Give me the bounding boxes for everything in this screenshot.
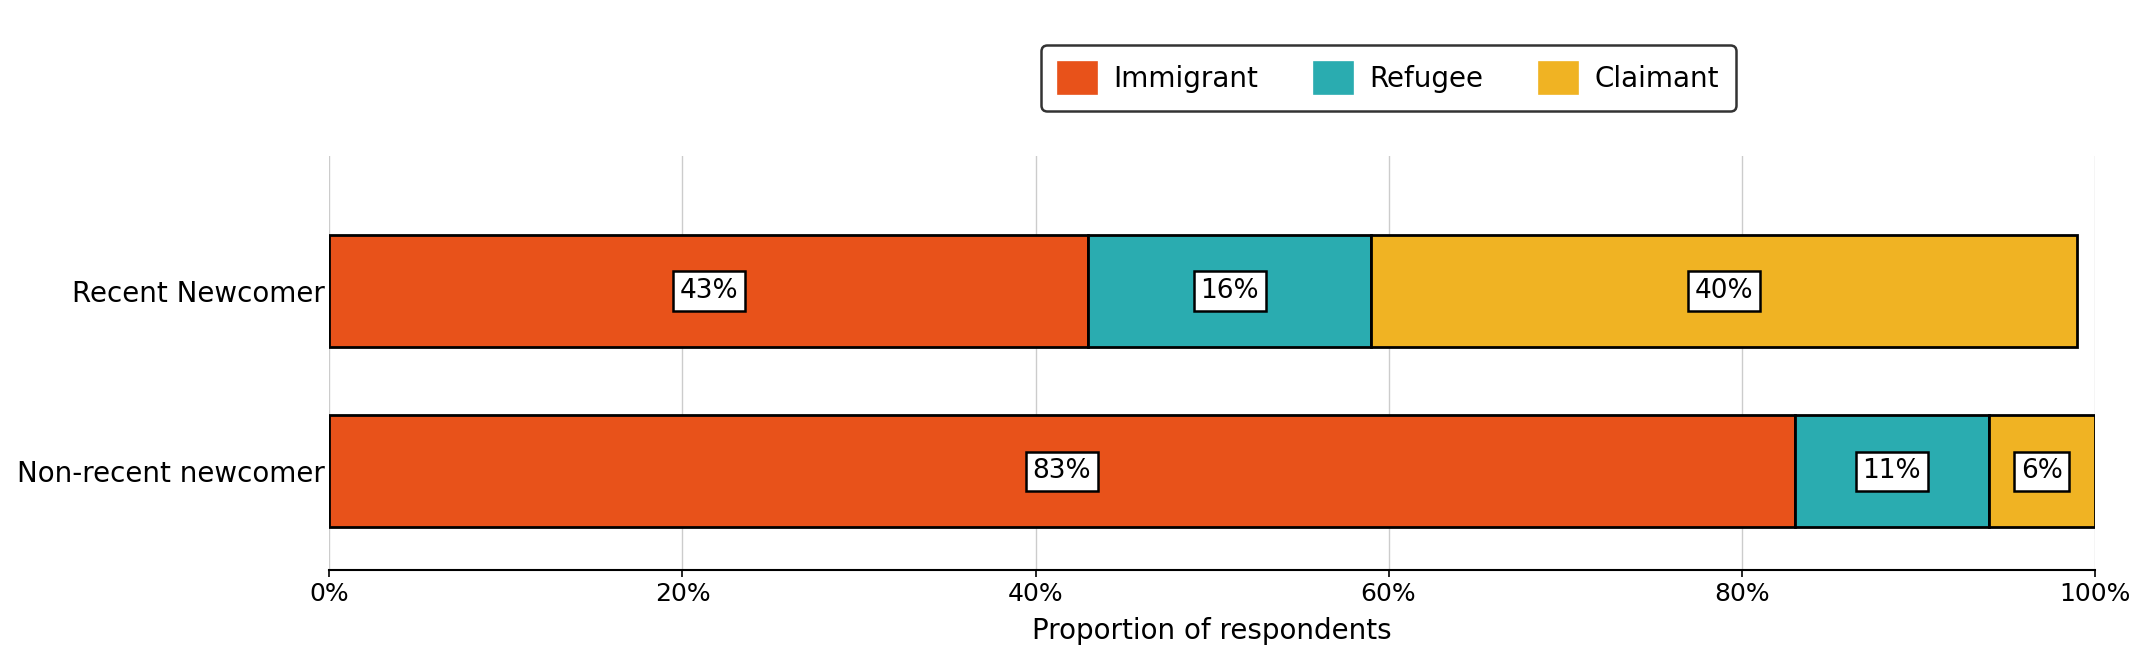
X-axis label: Proportion of respondents: Proportion of respondents [1033, 618, 1391, 645]
Text: 6%: 6% [2020, 458, 2063, 484]
Legend: Immigrant, Refugee, Claimant: Immigrant, Refugee, Claimant [1041, 45, 1735, 111]
Text: 16%: 16% [1200, 278, 1258, 304]
Bar [1372, 235, 2076, 347]
Bar [328, 235, 1089, 347]
Bar [1089, 235, 1372, 347]
Text: 11%: 11% [1861, 458, 1922, 484]
Bar [1795, 415, 1988, 527]
Text: 40%: 40% [1694, 278, 1754, 304]
Text: 83%: 83% [1033, 458, 1091, 484]
Text: 43%: 43% [681, 278, 739, 304]
Bar [1988, 415, 2095, 527]
Bar [328, 415, 1795, 527]
